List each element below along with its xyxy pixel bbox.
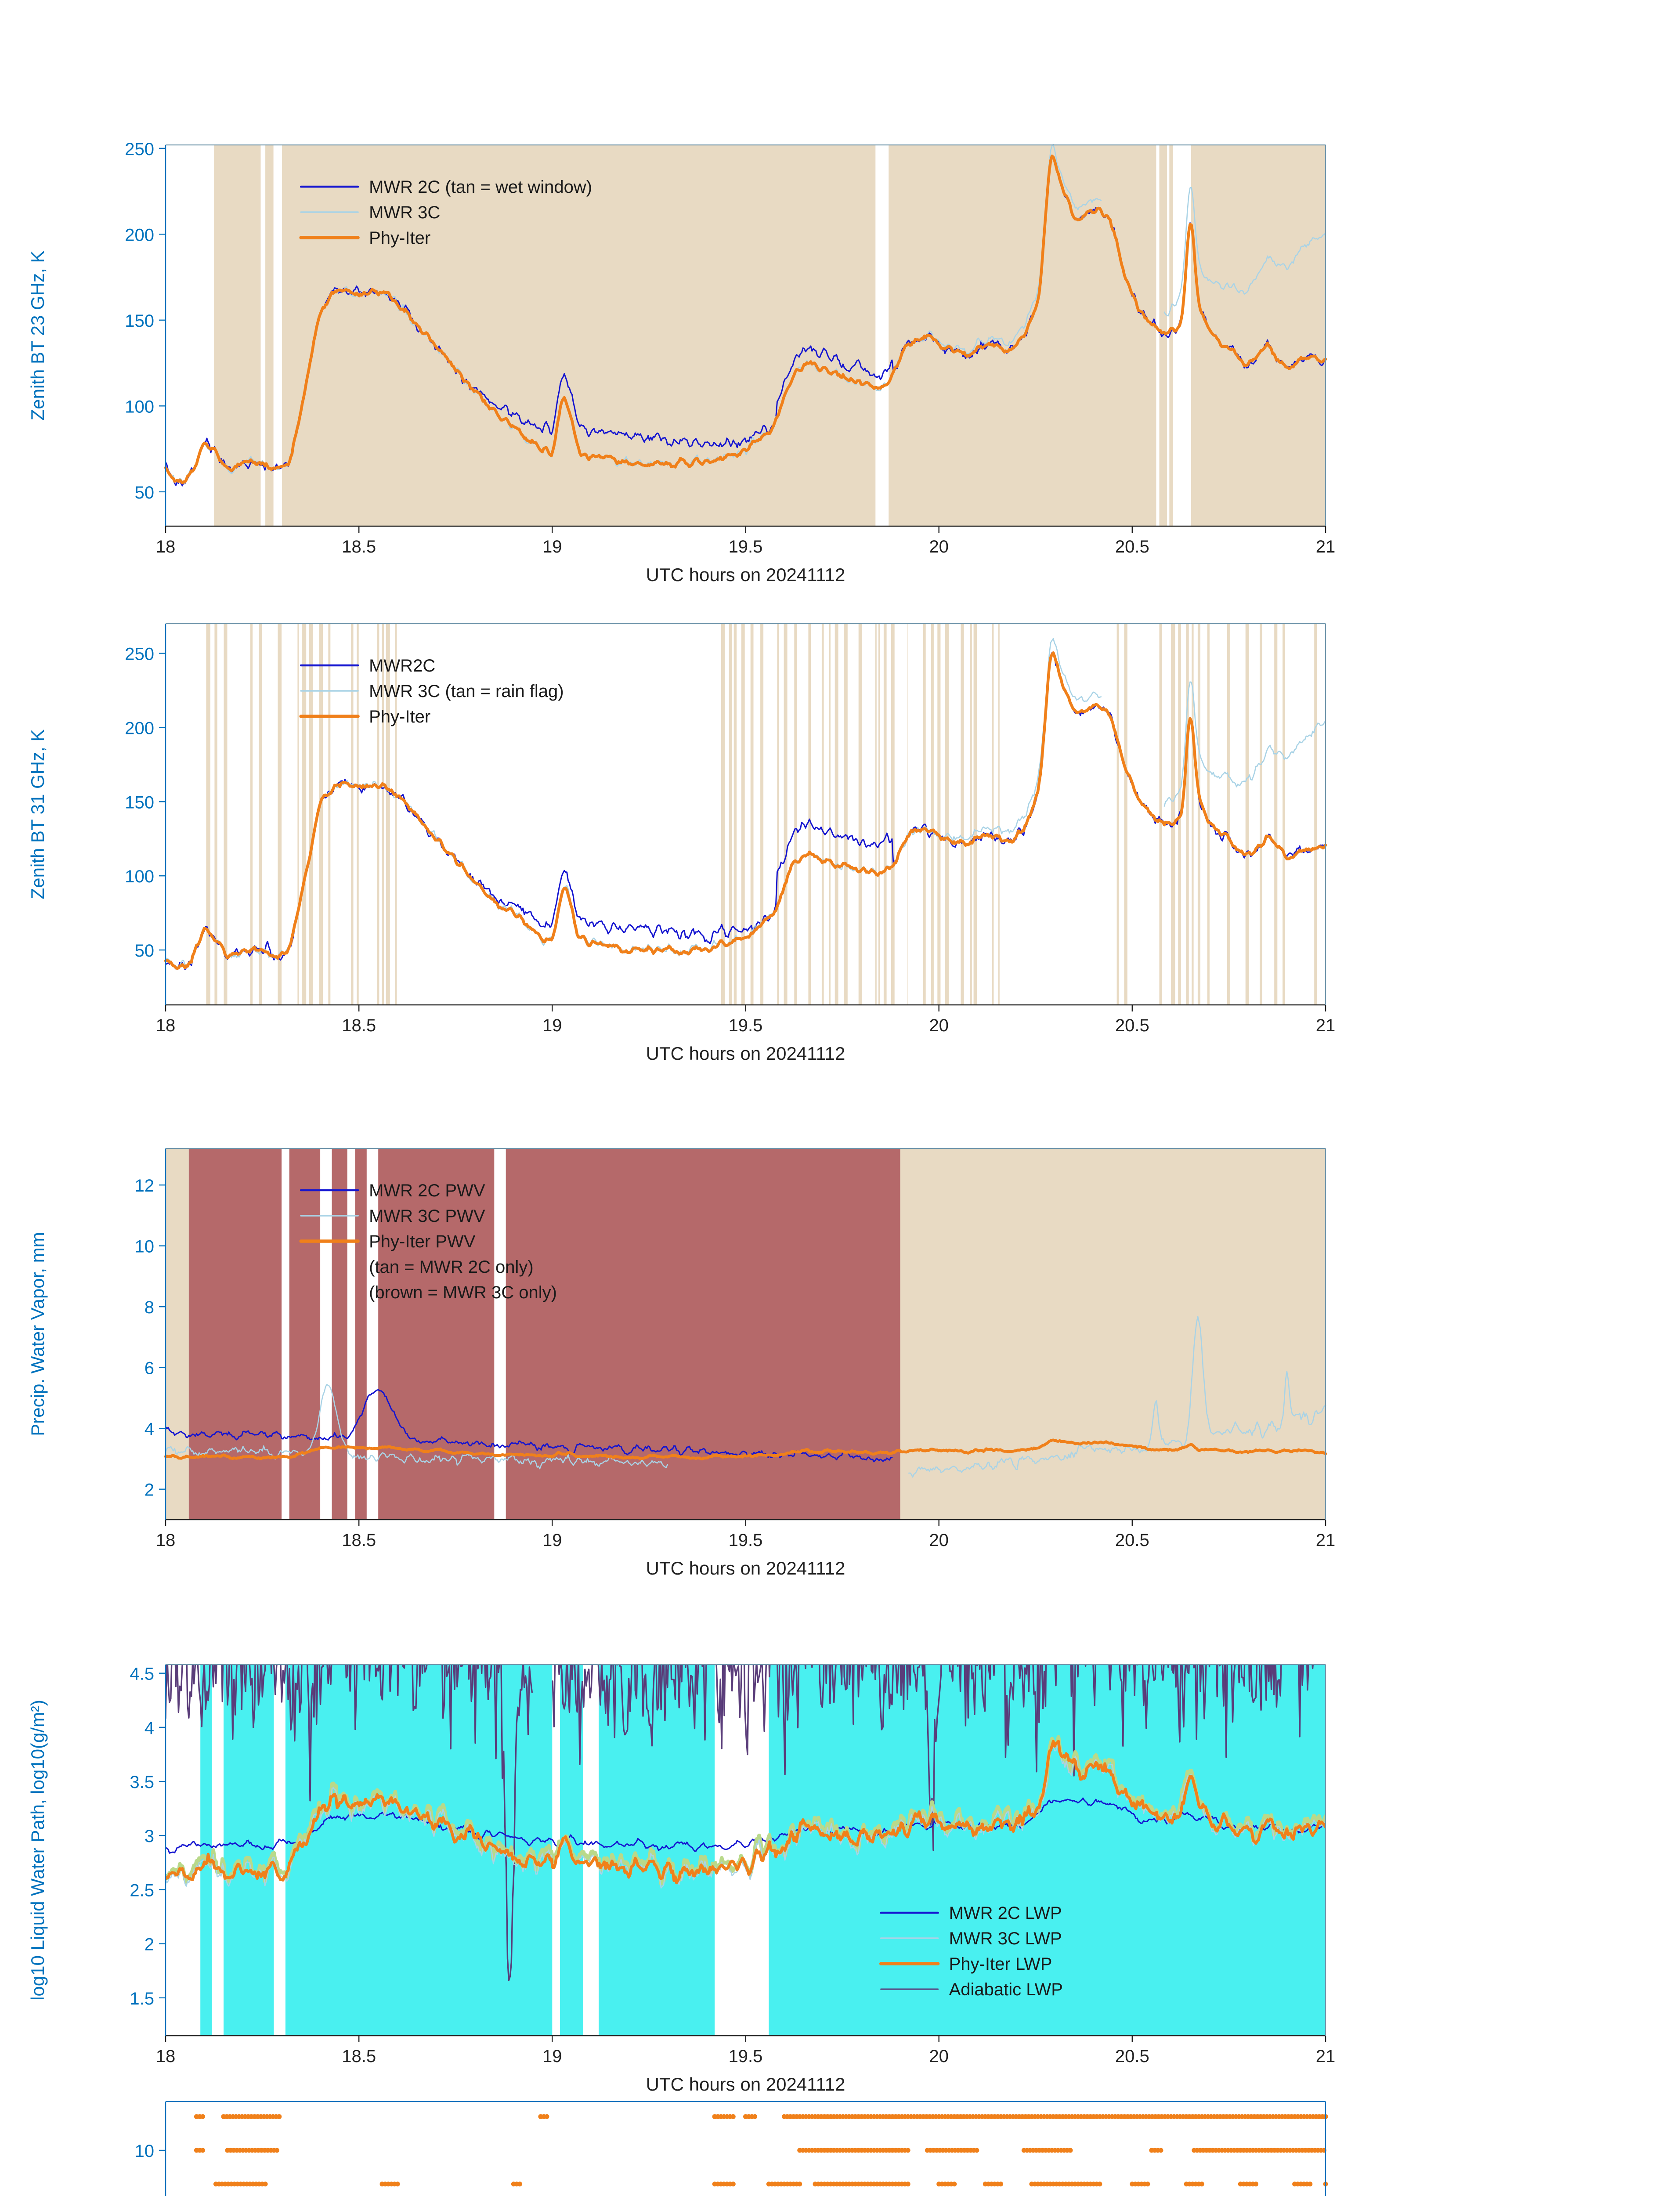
svg-text:200: 200 — [125, 225, 154, 245]
svg-text:MWR 2C PWV: MWR 2C PWV — [369, 1181, 485, 1200]
svg-text:10: 10 — [135, 1237, 155, 1257]
svg-text:4.5: 4.5 — [130, 1665, 154, 1684]
svg-text:100: 100 — [125, 397, 154, 416]
svg-text:18.5: 18.5 — [342, 1016, 376, 1035]
svg-text:250: 250 — [125, 140, 154, 159]
svg-text:Zenith BT 31 GHz, K: Zenith BT 31 GHz, K — [27, 730, 48, 899]
svg-text:20: 20 — [929, 2047, 949, 2066]
svg-text:8: 8 — [145, 1298, 154, 1317]
svg-text:50: 50 — [135, 941, 155, 961]
svg-text:MWR 3C PWV: MWR 3C PWV — [369, 1206, 485, 1226]
svg-text:20.5: 20.5 — [1115, 2047, 1149, 2066]
svg-text:2: 2 — [145, 1935, 154, 1954]
svg-text:10: 10 — [135, 2142, 155, 2161]
svg-text:MWR 3C (tan = rain flag): MWR 3C (tan = rain flag) — [369, 682, 564, 701]
svg-text:19.5: 19.5 — [729, 1531, 763, 1550]
svg-text:19: 19 — [542, 1016, 562, 1035]
svg-text:18: 18 — [156, 537, 176, 556]
svg-text:100: 100 — [125, 867, 154, 886]
svg-text:19.5: 19.5 — [729, 537, 763, 556]
svg-text:Phy-Iter: Phy-Iter — [369, 707, 430, 726]
svg-text:150: 150 — [125, 311, 154, 331]
svg-text:18: 18 — [156, 1016, 176, 1035]
svg-text:18: 18 — [156, 2047, 176, 2066]
svg-text:Zenith BT 23 GHz, K: Zenith BT 23 GHz, K — [27, 251, 48, 421]
svg-text:Phy-Iter PWV: Phy-Iter PWV — [369, 1232, 476, 1251]
svg-text:20: 20 — [929, 1531, 949, 1550]
svg-text:250: 250 — [125, 645, 154, 664]
svg-text:21: 21 — [1316, 1531, 1336, 1550]
svg-text:200: 200 — [125, 719, 154, 738]
svg-text:4: 4 — [145, 1419, 154, 1439]
svg-text:19: 19 — [542, 537, 562, 556]
svg-text:2.5: 2.5 — [130, 1881, 154, 1900]
svg-text:6: 6 — [145, 1359, 154, 1378]
svg-text:21: 21 — [1316, 537, 1336, 556]
svg-text:1.5: 1.5 — [130, 1989, 154, 2008]
svg-text:3.5: 3.5 — [130, 1773, 154, 1792]
svg-text:MWR 3C LWP: MWR 3C LWP — [949, 1929, 1062, 1948]
svg-text:MWR 3C: MWR 3C — [369, 203, 440, 222]
svg-text:150: 150 — [125, 793, 154, 812]
svg-text:2: 2 — [145, 1481, 154, 1500]
svg-text:UTC hours on 20241112: UTC hours on 20241112 — [646, 1043, 845, 1064]
svg-text:12: 12 — [135, 1176, 155, 1196]
svg-text:(tan = MWR 2C only): (tan = MWR 2C only) — [369, 1257, 534, 1277]
svg-text:20: 20 — [929, 1016, 949, 1035]
svg-text:18.5: 18.5 — [342, 2047, 376, 2066]
svg-text:UTC hours on 20241112: UTC hours on 20241112 — [646, 564, 845, 585]
svg-text:Phy-Iter LWP: Phy-Iter LWP — [949, 1954, 1052, 1974]
svg-text:19.5: 19.5 — [729, 1016, 763, 1035]
svg-text:20.5: 20.5 — [1115, 537, 1149, 556]
svg-text:18.5: 18.5 — [342, 1531, 376, 1550]
svg-text:3: 3 — [145, 1827, 154, 1846]
svg-text:Precip. Water Vapor, mm: Precip. Water Vapor, mm — [27, 1232, 48, 1436]
svg-text:log10 Liquid Water Path, log10: log10 Liquid Water Path, log10(g/m²) — [27, 1700, 48, 2001]
svg-text:20.5: 20.5 — [1115, 1016, 1149, 1035]
svg-text:18.5: 18.5 — [342, 537, 376, 556]
svg-text:4: 4 — [145, 1719, 154, 1738]
svg-text:(brown = MWR 3C only): (brown = MWR 3C only) — [369, 1283, 557, 1302]
svg-text:MWR2C: MWR2C — [369, 656, 435, 675]
svg-text:19.5: 19.5 — [729, 2047, 763, 2066]
svg-text:21: 21 — [1316, 2047, 1336, 2066]
svg-text:UTC hours on 20241112: UTC hours on 20241112 — [646, 2074, 845, 2095]
svg-text:21: 21 — [1316, 1016, 1336, 1035]
svg-text:20: 20 — [929, 537, 949, 556]
svg-text:50: 50 — [135, 483, 155, 502]
svg-text:19: 19 — [542, 2047, 562, 2066]
svg-text:MWR 2C (tan = wet window): MWR 2C (tan = wet window) — [369, 177, 592, 197]
svg-text:MWR 2C LWP: MWR 2C LWP — [949, 1903, 1062, 1923]
svg-text:20.5: 20.5 — [1115, 1531, 1149, 1550]
svg-text:18: 18 — [156, 1531, 176, 1550]
svg-text:Phy-Iter: Phy-Iter — [369, 228, 430, 248]
svg-text:Adiabatic LWP: Adiabatic LWP — [949, 1980, 1063, 1999]
svg-text:19: 19 — [542, 1531, 562, 1550]
svg-text:UTC hours on 20241112: UTC hours on 20241112 — [646, 1558, 845, 1578]
